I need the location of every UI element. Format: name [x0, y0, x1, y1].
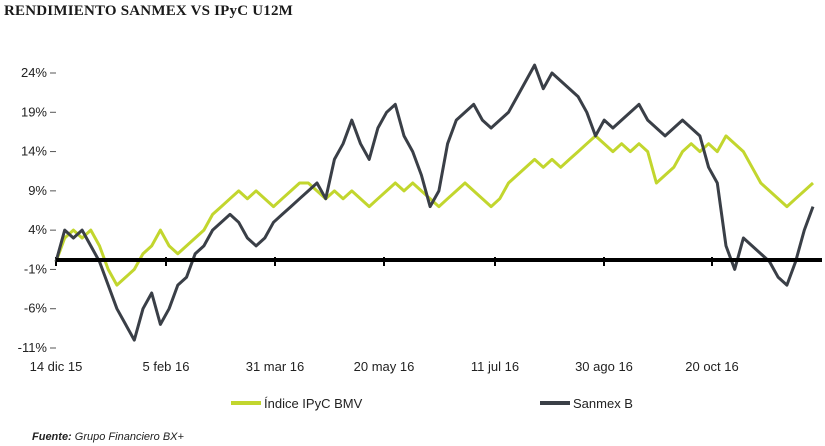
source-note: Fuente: Grupo Financiero BX+: [32, 431, 184, 443]
source-text: Grupo Financiero BX+: [74, 431, 184, 443]
y-tick-label: 4%: [28, 222, 47, 237]
x-tick-label: 30 ago 16: [575, 359, 633, 374]
y-tick-label: -1%: [24, 261, 48, 276]
series-line-ipyc: [54, 134, 815, 287]
y-axis-ticks: 24% 19% 14% 9% 4% -1% -6% -11%: [18, 65, 56, 355]
chart-title: RENDIMIENTO SANMEX VS IPyC U12M: [4, 3, 294, 19]
series-line-sanmex: [54, 63, 815, 342]
chart-series: [54, 63, 815, 342]
legend-label: Sanmex B: [573, 396, 633, 411]
legend-label: Índice IPyC BMV: [264, 396, 363, 411]
y-tick-label: 19%: [21, 104, 47, 119]
x-tick-label: 5 feb 16: [143, 359, 190, 374]
y-tick-label: 24%: [21, 65, 47, 80]
y-tick-label: 9%: [28, 183, 47, 198]
x-tick-label: 14 dic 15: [30, 359, 83, 374]
x-tick-label: 31 mar 16: [246, 359, 305, 374]
y-tick-label: -6%: [24, 301, 48, 316]
source-label: Fuente:: [32, 431, 72, 443]
y-tick-label: -11%: [18, 340, 48, 355]
x-axis-ticks: 14 dic 15 5 feb 16 31 mar 16 20 may 16 11 ju…: [30, 257, 739, 374]
x-tick-label: 20 may 16: [354, 359, 415, 374]
x-tick-label: 20 oct 16: [685, 359, 739, 374]
legend: Índice IPyC BMV Sanmex B: [231, 396, 633, 411]
y-tick-label: 14%: [21, 144, 47, 159]
x-tick-label: 11 jul 16: [471, 359, 519, 374]
